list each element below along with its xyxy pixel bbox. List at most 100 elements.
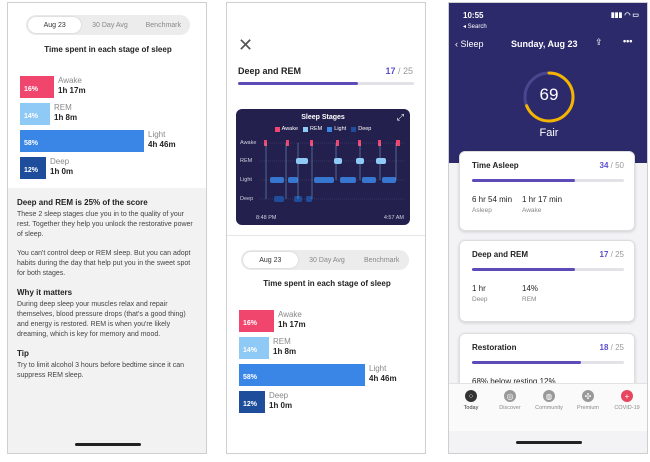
- card-progress-bar: [472, 179, 624, 182]
- info-paragraph-1: These 2 sleep stages clue you in to the …: [17, 211, 193, 238]
- stage-row-awake: 16% Awake 1h 17m: [20, 76, 200, 98]
- stage-bar-rem: 14%: [239, 337, 269, 359]
- sleep-score-value: 69: [539, 85, 559, 104]
- tip-heading: Tip: [17, 349, 29, 358]
- stage-duration: 1h 0m: [269, 401, 293, 410]
- legend-swatch: [351, 126, 357, 132]
- tab-benchmark[interactable]: Benchmark: [145, 21, 182, 29]
- section-title: Time spent in each stage of sleep: [44, 45, 172, 54]
- stage-duration: 4h 46m: [369, 374, 397, 383]
- stage-name: Light: [148, 130, 166, 139]
- close-icon[interactable]: ✕: [238, 35, 254, 55]
- stage-percent: 16%: [24, 86, 39, 93]
- tab-aug-23[interactable]: Aug 23: [243, 252, 298, 268]
- stage-duration: 4h 46m: [148, 140, 176, 149]
- stat-label: Asleep: [472, 207, 492, 214]
- stage-row-light: 58% Light 4h 46m: [20, 130, 200, 152]
- tab-label: Discover: [499, 405, 521, 411]
- phone-screen-2: ✕ Deep and REM 17 / 25 Sleep Stages ⤢ Aw…: [226, 2, 426, 454]
- stage-bar-deep: 12%: [239, 391, 265, 413]
- stat-label: REM: [522, 296, 537, 303]
- share-icon[interactable]: ⇪: [595, 37, 603, 47]
- card-title: Restoration: [472, 343, 517, 352]
- chart-start-time: 8:48 PM: [256, 215, 277, 221]
- date-segmented-control: Aug 23 30 Day Avg Benchmark: [241, 250, 409, 270]
- more-icon[interactable]: •••: [623, 36, 633, 46]
- card-score: 34 / 50: [599, 161, 624, 170]
- stat-value: 1 hr 17 min: [522, 195, 563, 204]
- home-indicator: [75, 443, 141, 446]
- chart-title: Sleep Stages: [301, 114, 345, 121]
- discover-icon: ◎: [504, 390, 516, 402]
- stage-row-awake: 16% Awake 1h 17m: [239, 310, 419, 332]
- tip-text: Try to limit alcohol 3 hours before bedt…: [17, 362, 185, 379]
- card-progress-fill: [472, 361, 582, 364]
- stage-name: Awake: [278, 310, 302, 319]
- stage-name: Deep: [269, 391, 289, 400]
- stage-bar-awake: 16%: [20, 76, 54, 98]
- stage-name: Awake: [58, 76, 82, 85]
- why-text: During deep sleep your muscles relax and…: [17, 301, 186, 338]
- tab-30-day-avg[interactable]: 30 Day Avg: [309, 256, 345, 264]
- covid-icon: +: [621, 390, 633, 402]
- stat-value: 1 hr: [472, 284, 486, 293]
- stage-bar-rem: 14%: [20, 103, 50, 125]
- back-button[interactable]: ‹ Sleep: [455, 39, 484, 49]
- back-to-search-link[interactable]: ◂ Search: [463, 24, 487, 30]
- expand-icon[interactable]: ⤢: [396, 112, 404, 122]
- stat-value: 68% below resting 12%: [472, 377, 556, 386]
- stage-percent: 14%: [243, 347, 258, 354]
- score-header: 10:55 ◂ Search ▮▮▮ ◠ ▭ ‹ Sleep Sunday, A…: [449, 3, 647, 163]
- premium-icon: ✣: [582, 390, 594, 402]
- card-score: 17 / 25: [599, 250, 624, 259]
- stage-percent: 58%: [243, 374, 258, 381]
- tab-premium[interactable]: ✣ Premium: [570, 390, 606, 411]
- tab-community[interactable]: ◍ Community: [531, 390, 567, 411]
- info-heading: Deep and REM is 25% of the score: [17, 198, 148, 207]
- stage-name: Light: [369, 364, 387, 373]
- stage-name: Deep: [50, 157, 70, 166]
- tab-label: COVID-19: [614, 405, 640, 411]
- tab-discover[interactable]: ◎ Discover: [492, 390, 528, 411]
- sleep-score-label: Fair: [539, 127, 559, 139]
- stage-bar-light: 58%: [20, 130, 144, 152]
- stage-row-deep: 12% Deep 1h 0m: [20, 157, 200, 179]
- card-progress-bar: [472, 268, 624, 271]
- stat-label: Deep: [472, 296, 488, 303]
- chart-end-time: 4:57 AM: [383, 215, 404, 221]
- card-title: Time Asleep: [472, 161, 519, 170]
- legend-item-awake: Awake: [274, 126, 298, 132]
- status-time: 10:55: [463, 11, 484, 20]
- legend-swatch: [327, 126, 333, 132]
- status-icons: ▮▮▮ ◠ ▭: [610, 12, 639, 19]
- phone-screen-1: Aug 23 30 Day Avg Benchmark Time spent i…: [7, 2, 207, 454]
- legend-swatch: [274, 126, 280, 132]
- community-icon: ◍: [543, 390, 555, 402]
- hypnogram: [260, 140, 406, 202]
- legend-item-deep: Deep: [351, 126, 371, 132]
- stage-row-rem: 14% REM 1h 8m: [239, 337, 419, 359]
- tab-covid-19[interactable]: + COVID-19: [609, 390, 645, 411]
- tab-label: Community: [535, 405, 563, 411]
- tab-aug-23[interactable]: Aug 23: [28, 17, 82, 33]
- y-label-light: Light: [240, 177, 252, 183]
- stage-row-rem: 14% REM 1h 8m: [20, 103, 200, 125]
- tab-label: Premium: [576, 405, 599, 411]
- tab-today[interactable]: ⁘ Today: [453, 390, 489, 411]
- legend-label: Deep: [358, 126, 372, 132]
- stage-name: REM: [54, 103, 72, 112]
- tab-benchmark[interactable]: Benchmark: [363, 256, 400, 264]
- card-deep-and-rem[interactable]: Deep and REM 17 / 25 1 hr Deep 14% REM: [459, 240, 635, 322]
- stage-percent: 14%: [24, 113, 39, 120]
- stage-percent: 58%: [24, 140, 39, 147]
- stage-duration: 1h 8m: [273, 347, 297, 356]
- y-label-deep: Deep: [240, 196, 254, 202]
- tab-30-day-avg[interactable]: 30 Day Avg: [92, 21, 128, 29]
- stage-bar-awake: 16%: [239, 310, 274, 332]
- tab-label: Today: [463, 405, 479, 411]
- card-time-asleep[interactable]: Time Asleep 34 / 50 6 hr 54 min Asleep 1 hr …: [459, 151, 635, 231]
- legend-item-light: Light: [327, 126, 346, 132]
- info-paragraph-2: You can't control deep or REM sleep. But…: [17, 250, 191, 277]
- chart-legend: Awake REM Light Deep: [236, 126, 410, 132]
- stat-value: 14%: [522, 284, 539, 293]
